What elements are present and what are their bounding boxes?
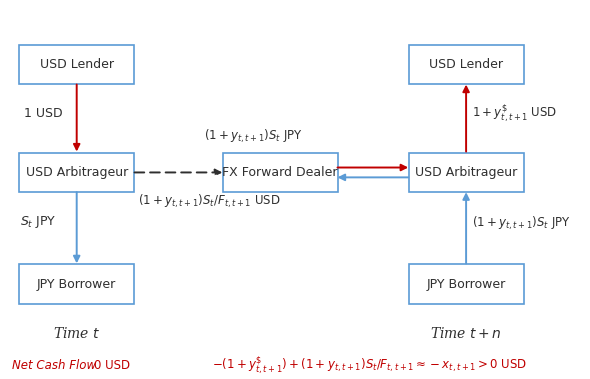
Text: $(1 + y_{t,t+1})S_t$ JPY: $(1 + y_{t,t+1})S_t$ JPY	[472, 215, 571, 232]
Text: FX Forward Dealer: FX Forward Dealer	[222, 166, 338, 179]
FancyBboxPatch shape	[19, 265, 134, 304]
Text: $(1 + y_{t,t+1})S_t$ JPY: $(1 + y_{t,t+1})S_t$ JPY	[204, 128, 303, 145]
Text: Time $t$: Time $t$	[53, 326, 100, 341]
Text: USD Arbitrageur: USD Arbitrageur	[25, 166, 128, 179]
FancyBboxPatch shape	[408, 45, 524, 85]
Text: USD Lender: USD Lender	[40, 58, 114, 71]
FancyBboxPatch shape	[408, 265, 524, 304]
Text: 0 USD: 0 USD	[94, 359, 130, 372]
Text: Net Cash Flow: Net Cash Flow	[12, 359, 96, 372]
Text: JPY Borrower: JPY Borrower	[427, 278, 506, 291]
FancyBboxPatch shape	[408, 152, 524, 192]
Text: 1 USD: 1 USD	[24, 107, 62, 120]
FancyBboxPatch shape	[19, 152, 134, 192]
Text: USD Lender: USD Lender	[429, 58, 503, 71]
Text: $-(1 + y^{\$}_{t,t+1}) + (1 + y_{t,t+1})S_t/F_{t,t+1} \approx -x_{t,t+1} > 0$ US: $-(1 + y^{\$}_{t,t+1}) + (1 + y_{t,t+1})…	[212, 355, 527, 376]
Text: Time $t + n$: Time $t + n$	[430, 326, 502, 341]
Text: JPY Borrower: JPY Borrower	[37, 278, 116, 291]
Text: $(1 + y_{t,t+1})S_t/F_{t,t+1}$ USD: $(1 + y_{t,t+1})S_t/F_{t,t+1}$ USD	[138, 193, 281, 210]
Text: $1 + y^{\$}_{t,t+1}$ USD: $1 + y^{\$}_{t,t+1}$ USD	[472, 103, 558, 124]
Text: $S_t$ JPY: $S_t$ JPY	[20, 214, 57, 230]
Text: USD Arbitrageur: USD Arbitrageur	[415, 166, 517, 179]
FancyBboxPatch shape	[19, 45, 134, 85]
FancyBboxPatch shape	[222, 152, 337, 192]
